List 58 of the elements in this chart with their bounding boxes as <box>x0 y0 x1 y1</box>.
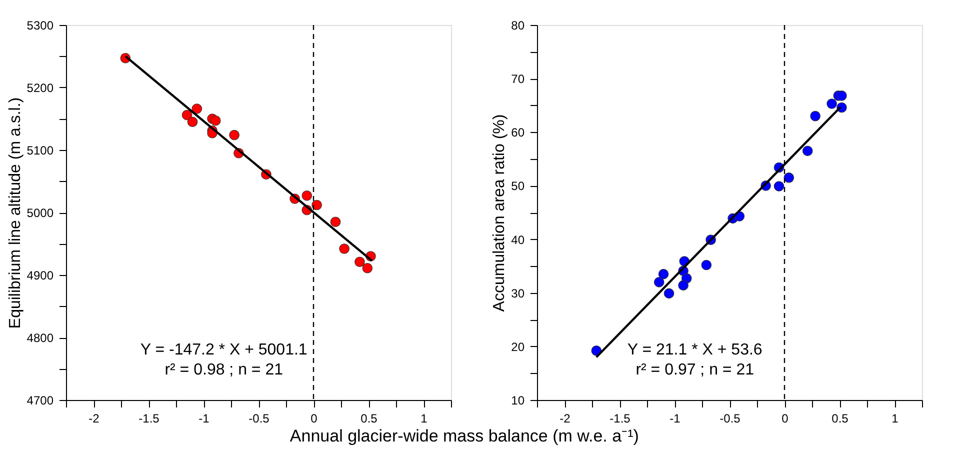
x-tick-label: 0.5 <box>832 412 849 426</box>
y-tick-label: 4900 <box>26 268 54 282</box>
point <box>810 110 820 122</box>
y-tick-label: 10 <box>511 394 525 408</box>
y-tick-label: 4700 <box>26 394 54 408</box>
y-tick-label: 30 <box>511 286 525 300</box>
y-tick-label: 5300 <box>26 18 54 32</box>
point <box>192 104 202 114</box>
x-axis-title: Annual glacier-wide mass balance (m w.e. a⁻¹) <box>290 426 639 446</box>
point <box>836 90 847 101</box>
point <box>354 256 365 268</box>
point <box>312 200 322 210</box>
point <box>826 98 837 109</box>
point <box>182 110 192 120</box>
x-tick-label: 0 <box>310 412 318 426</box>
x-tick-label: -1 <box>198 412 210 426</box>
y-tick-label: 40 <box>511 232 525 247</box>
x-tick-label: -0.5 <box>720 412 741 426</box>
point <box>654 276 664 288</box>
point <box>362 262 373 274</box>
point <box>302 190 312 201</box>
x-tick-label: -2 <box>88 412 100 426</box>
x-tick-label: -2 <box>560 412 571 426</box>
point <box>664 288 674 299</box>
point <box>330 216 341 228</box>
annotation: Y = 21.1 * X + 53.6 <box>627 341 762 358</box>
y-tick-label: 70 <box>511 72 525 86</box>
y-tick-label: 4800 <box>26 331 54 345</box>
point <box>802 146 813 156</box>
y-axis-title: Accumulation area ratio (%) <box>491 114 508 312</box>
point <box>339 244 350 254</box>
y-tick-label: 60 <box>511 126 525 140</box>
annotation: r² = 0.97 ; n = 21 <box>636 361 754 378</box>
y-tick-label: 80 <box>511 18 525 32</box>
annotation: Y = -147.2 * X + 5001.1 <box>140 341 308 358</box>
point <box>187 116 198 128</box>
point <box>210 115 221 126</box>
x-tick-label: 0.5 <box>360 412 378 426</box>
point <box>701 260 712 270</box>
y-axis-title: Equilibrium line altitude (m a.s.l.) <box>6 97 24 329</box>
x-tick-label: -1.5 <box>138 412 160 426</box>
point <box>678 280 688 291</box>
x-tick-label: -0.5 <box>248 412 270 426</box>
y-tick-label: 5100 <box>26 144 54 158</box>
point <box>229 130 240 140</box>
x-tick-label: -1.5 <box>610 412 631 426</box>
point <box>774 181 784 192</box>
x-tick-label: 1 <box>420 412 428 426</box>
x-tick-label: 0 <box>782 412 789 426</box>
y-tick-label: 5200 <box>26 81 54 95</box>
point <box>784 172 794 183</box>
annotation: r² = 0.98 ; n = 21 <box>164 361 284 378</box>
x-tick-label: 1 <box>892 412 899 426</box>
point <box>658 268 669 280</box>
x-tick-label: -1 <box>670 412 681 426</box>
y-tick-label: 5000 <box>26 206 54 220</box>
y-tick-label: 20 <box>511 340 525 354</box>
y-tick-label: 50 <box>511 179 525 194</box>
